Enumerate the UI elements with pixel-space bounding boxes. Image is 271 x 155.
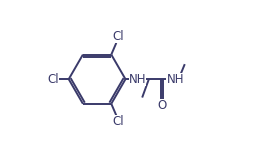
Text: Cl: Cl [112,115,124,128]
Text: Cl: Cl [112,30,124,43]
Text: NH: NH [166,73,184,86]
Text: NH: NH [129,73,146,86]
Text: O: O [158,99,167,112]
Text: Cl: Cl [47,73,59,86]
